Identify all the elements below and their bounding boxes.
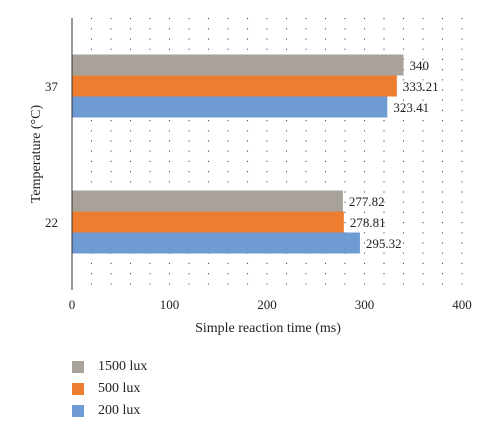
legend-item-200-lux: 200 lux (72, 400, 147, 422)
bar-200-lux-37 (72, 96, 388, 118)
legend-item-1500-lux: 1500 lux (72, 356, 147, 378)
legend-swatch-500-lux (72, 383, 84, 395)
data-label-500-lux-37: 333.21 (403, 79, 439, 94)
y-tick-22: 22 (45, 215, 58, 230)
y-axis-title: Temperature (°C) (29, 105, 44, 204)
data-label-200-lux-37: 323.41 (393, 100, 429, 115)
x-tick-300: 300 (355, 297, 375, 312)
data-label-1500-lux-37: 340 (410, 58, 430, 73)
bar-1500-lux-37 (72, 54, 404, 76)
y-tick-37: 37 (45, 79, 59, 94)
data-label-1500-lux-22: 277.82 (349, 194, 385, 209)
x-axis-title: Simple reaction time (ms) (195, 321, 341, 336)
bar-500-lux-37 (72, 75, 397, 97)
legend-label-500-lux: 500 lux (98, 381, 141, 396)
y-tick-labels: 37 22 (45, 79, 59, 230)
legend-swatch-200-lux (72, 405, 84, 417)
data-label-200-lux-22: 295.32 (366, 236, 402, 251)
legend-label-200-lux: 200 lux (98, 403, 141, 418)
x-tick-200: 200 (257, 297, 277, 312)
bar-200-lux-22 (72, 232, 360, 254)
legend: 1500 lux 500 lux 200 lux (72, 356, 147, 422)
legend-swatch-1500-lux (72, 361, 84, 373)
x-tick-100: 100 (160, 297, 180, 312)
legend-label-1500-lux: 1500 lux (98, 359, 148, 374)
x-tick-0: 0 (69, 297, 76, 312)
data-labels: 340 333.21 323.41 277.82 278.81 295.32 (349, 58, 439, 251)
x-tick-labels: 0 100 200 300 400 (69, 297, 472, 312)
data-label-500-lux-22: 278.81 (350, 215, 386, 230)
bar-500-lux-22 (72, 211, 344, 233)
bar-1500-lux-22 (72, 190, 343, 212)
bars (72, 54, 404, 254)
x-tick-400: 400 (452, 297, 472, 312)
legend-item-500-lux: 500 lux (72, 378, 147, 400)
